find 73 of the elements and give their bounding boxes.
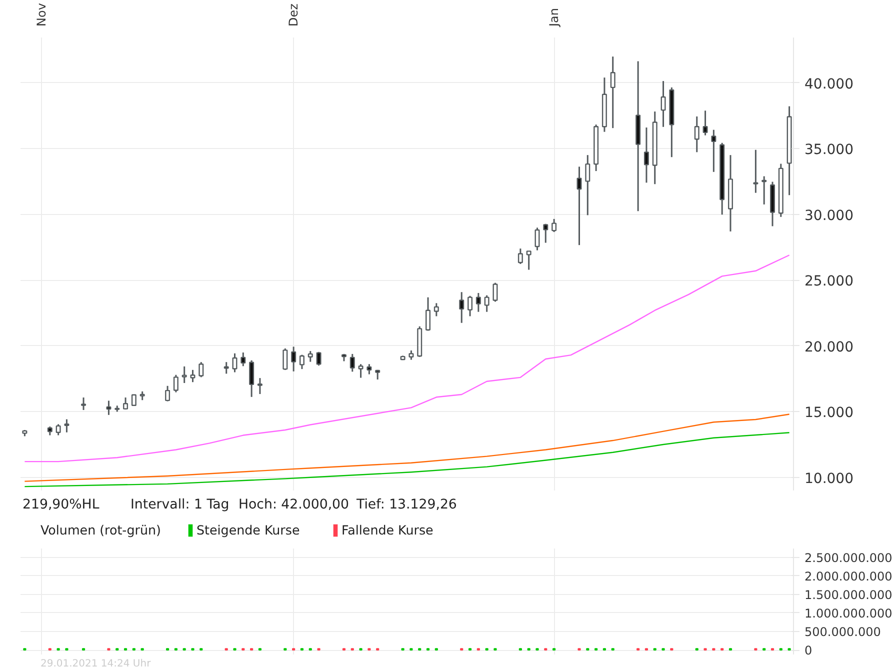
candlestick bbox=[660, 80, 666, 128]
line-series bbox=[24, 414, 790, 482]
candlestick bbox=[610, 56, 616, 129]
candlestick bbox=[308, 350, 313, 363]
y-tick-label: 25.000 bbox=[804, 274, 854, 290]
candlestick bbox=[123, 396, 128, 410]
candlestick bbox=[249, 360, 254, 398]
candlestick bbox=[543, 223, 548, 244]
text: 219,90%HL bbox=[22, 498, 100, 512]
candlestick bbox=[526, 250, 532, 271]
candlestick bbox=[291, 346, 296, 372]
candlestick bbox=[762, 176, 767, 206]
text: Hoch: 42.000,00 bbox=[238, 498, 350, 512]
legend-label: Steigende Kurse bbox=[196, 522, 300, 538]
candlestick bbox=[753, 149, 758, 194]
y-tick-label: 15.000 bbox=[804, 405, 854, 422]
y-tick-label: 500.000.000 bbox=[804, 625, 881, 640]
candlestick bbox=[702, 110, 708, 136]
candlestick bbox=[224, 361, 229, 374]
y-tick-label: 1.000.000.000 bbox=[804, 606, 892, 620]
candlestick bbox=[552, 218, 557, 233]
y-tick-label: 35.000 bbox=[804, 142, 854, 158]
line-series bbox=[24, 254, 790, 462]
candlestick bbox=[492, 282, 498, 302]
candlestick bbox=[64, 418, 70, 434]
candlestick bbox=[165, 385, 170, 402]
x-tick-label: Jan bbox=[547, 8, 562, 28]
candlestick bbox=[366, 363, 372, 376]
candlestick bbox=[173, 374, 178, 394]
candlestick bbox=[316, 351, 322, 366]
y-tick-label: 0 bbox=[804, 644, 812, 658]
candlestick bbox=[232, 352, 238, 373]
x-tick-label: Nov bbox=[34, 3, 49, 26]
candlestick bbox=[198, 361, 204, 378]
candlestick bbox=[476, 292, 481, 313]
candlestick bbox=[484, 294, 490, 313]
line-series bbox=[24, 432, 790, 488]
text: Tief: 13.129,26 bbox=[356, 498, 457, 512]
candlestick bbox=[56, 423, 61, 436]
candlestick bbox=[282, 348, 288, 371]
candlestick bbox=[518, 248, 523, 265]
legend-title: Volumen (rot-grün) bbox=[40, 522, 161, 538]
candlestick bbox=[585, 154, 590, 216]
candlestick bbox=[576, 166, 582, 246]
candlestick bbox=[257, 377, 262, 395]
y-tick-label: 1.500.000.000 bbox=[804, 588, 892, 602]
candlestick bbox=[131, 394, 136, 406]
candlestick bbox=[468, 295, 473, 317]
candlestick bbox=[81, 396, 86, 411]
text: Intervall: 1 Tag bbox=[130, 498, 230, 512]
candlestick bbox=[358, 363, 364, 379]
y-tick-label: 10.000 bbox=[804, 470, 854, 487]
candlestick bbox=[644, 126, 649, 184]
candlestick bbox=[106, 400, 112, 416]
candlestick bbox=[182, 366, 187, 384]
y-tick-label: 30.000 bbox=[804, 208, 854, 224]
y-tick-label: 2.500.000.000 bbox=[804, 550, 892, 565]
candlestick bbox=[408, 350, 414, 361]
candlestick bbox=[459, 291, 464, 324]
y-tick-label: 20.000 bbox=[804, 339, 854, 356]
candlestick bbox=[190, 369, 196, 383]
candlestick bbox=[534, 226, 540, 252]
candlestick bbox=[240, 352, 246, 367]
candlestick bbox=[711, 129, 716, 173]
y-tick-label: 40.000 bbox=[804, 76, 854, 92]
x-tick-label: Dez bbox=[286, 4, 301, 26]
legend-label: Fallende Kurse bbox=[342, 522, 434, 538]
candlestick bbox=[350, 353, 355, 372]
candlestick bbox=[434, 302, 439, 317]
candlestick bbox=[426, 296, 430, 332]
candlestick bbox=[694, 116, 700, 153]
candlestick bbox=[299, 354, 304, 370]
y-tick-label: 2.000.000.000 bbox=[804, 569, 892, 584]
